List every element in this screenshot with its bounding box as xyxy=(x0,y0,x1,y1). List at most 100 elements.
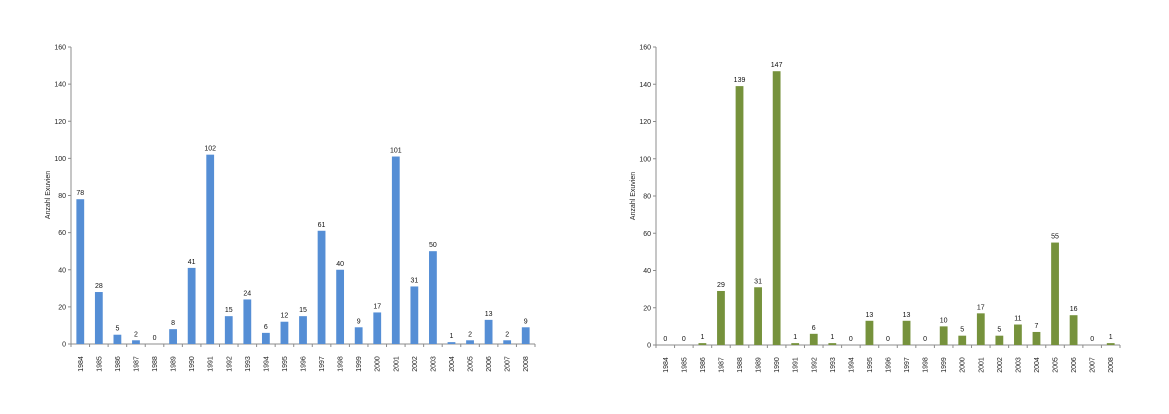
x-tick-label: 2008 xyxy=(1108,357,1115,373)
x-tick-label: 1990 xyxy=(189,356,196,372)
y-tick-label: 140 xyxy=(639,82,651,89)
x-tick-label: 1990 xyxy=(774,357,781,373)
bar xyxy=(354,327,363,344)
bar xyxy=(206,154,215,344)
data-label: 12 xyxy=(281,313,289,320)
bar xyxy=(76,199,85,344)
x-tick-label: 2002 xyxy=(412,356,419,372)
x-tick-label: 2006 xyxy=(1071,357,1078,373)
x-tick-label: 2001 xyxy=(978,357,985,373)
data-label: 7 xyxy=(1035,323,1039,330)
bar xyxy=(735,86,744,346)
bar xyxy=(939,326,948,345)
y-tick-label: 160 xyxy=(54,45,66,52)
x-tick-label: 1995 xyxy=(282,356,289,372)
bar xyxy=(132,340,140,344)
bar xyxy=(299,316,307,344)
x-tick-label: 1992 xyxy=(811,357,818,373)
bar xyxy=(336,269,345,344)
bar xyxy=(373,312,382,344)
data-label: 10 xyxy=(940,317,948,324)
data-label: 8 xyxy=(171,320,175,327)
bar xyxy=(113,334,122,344)
data-label: 139 xyxy=(734,77,746,84)
y-tick-label: 160 xyxy=(639,45,651,52)
data-label: 6 xyxy=(264,324,268,331)
x-tick-label: 2007 xyxy=(1090,357,1097,373)
data-label: 6 xyxy=(812,325,816,332)
data-label: 5 xyxy=(960,327,964,334)
bar xyxy=(791,343,800,345)
x-tick-label: 2003 xyxy=(1015,357,1022,373)
bar xyxy=(772,71,781,346)
x-tick-label: 2006 xyxy=(486,356,493,372)
data-label: 31 xyxy=(410,277,418,284)
data-label: 1 xyxy=(700,334,704,341)
bar xyxy=(521,327,530,344)
data-label: 15 xyxy=(225,307,233,314)
y-tick-label: 0 xyxy=(647,343,651,350)
data-label: 9 xyxy=(524,318,528,325)
x-tick-label: 2003 xyxy=(430,356,437,372)
x-tick-label: 1988 xyxy=(152,356,159,372)
data-label: 102 xyxy=(204,146,216,153)
y-tick-label: 40 xyxy=(58,267,66,274)
bar xyxy=(1106,343,1115,345)
data-label: 78 xyxy=(76,190,84,197)
data-label: 0 xyxy=(849,336,853,343)
data-label: 0 xyxy=(1090,336,1094,343)
y-tick-label: 140 xyxy=(54,82,66,89)
bar xyxy=(1032,331,1041,345)
x-tick-label: 1992 xyxy=(226,356,233,372)
x-tick-label: 1984 xyxy=(663,357,670,373)
data-label: 13 xyxy=(866,312,874,319)
x-tick-label: 1987 xyxy=(718,357,725,373)
x-tick-label: 1999 xyxy=(941,357,948,373)
bar xyxy=(94,292,103,344)
y-axis-title: Anzahl Exuvien xyxy=(45,171,52,219)
x-tick-label: 1986 xyxy=(115,356,122,372)
y-tick-label: 80 xyxy=(58,193,66,200)
x-tick-label: 1996 xyxy=(886,357,893,373)
y-tick-label: 20 xyxy=(643,305,651,312)
y-axis-title: Anzahl Exuvien xyxy=(630,172,637,220)
data-label: 9 xyxy=(357,318,361,325)
y-tick-label: 120 xyxy=(54,119,66,126)
x-tick-label: 2001 xyxy=(393,356,400,372)
x-tick-label: 1997 xyxy=(319,356,326,372)
x-tick-label: 1996 xyxy=(301,356,308,372)
x-tick-label: 1999 xyxy=(356,356,363,372)
data-label: 24 xyxy=(243,290,251,297)
bar xyxy=(169,329,177,344)
bar xyxy=(754,287,762,345)
x-tick-label: 1991 xyxy=(208,356,215,372)
bar xyxy=(976,313,985,345)
data-label: 147 xyxy=(771,62,783,69)
bar xyxy=(1014,324,1022,345)
bar xyxy=(447,342,456,344)
bar xyxy=(809,333,818,345)
data-label: 0 xyxy=(682,336,686,343)
data-label: 50 xyxy=(429,242,437,249)
data-label: 17 xyxy=(373,303,381,310)
data-label: 1 xyxy=(1109,334,1113,341)
x-tick-label: 1985 xyxy=(96,356,103,372)
bar xyxy=(261,332,270,344)
bar xyxy=(995,335,1004,345)
bar xyxy=(1069,315,1078,345)
y-tick-label: 0 xyxy=(62,342,66,349)
data-label: 13 xyxy=(903,312,911,319)
bar xyxy=(280,321,289,344)
x-tick-label: 1995 xyxy=(867,357,874,373)
data-label: 55 xyxy=(1051,234,1059,241)
data-label: 2 xyxy=(468,331,472,338)
x-tick-label: 1988 xyxy=(737,357,744,373)
bar xyxy=(958,335,967,345)
bar xyxy=(717,290,725,345)
data-label: 41 xyxy=(188,259,196,266)
bar xyxy=(410,286,419,344)
data-label: 101 xyxy=(390,148,402,155)
